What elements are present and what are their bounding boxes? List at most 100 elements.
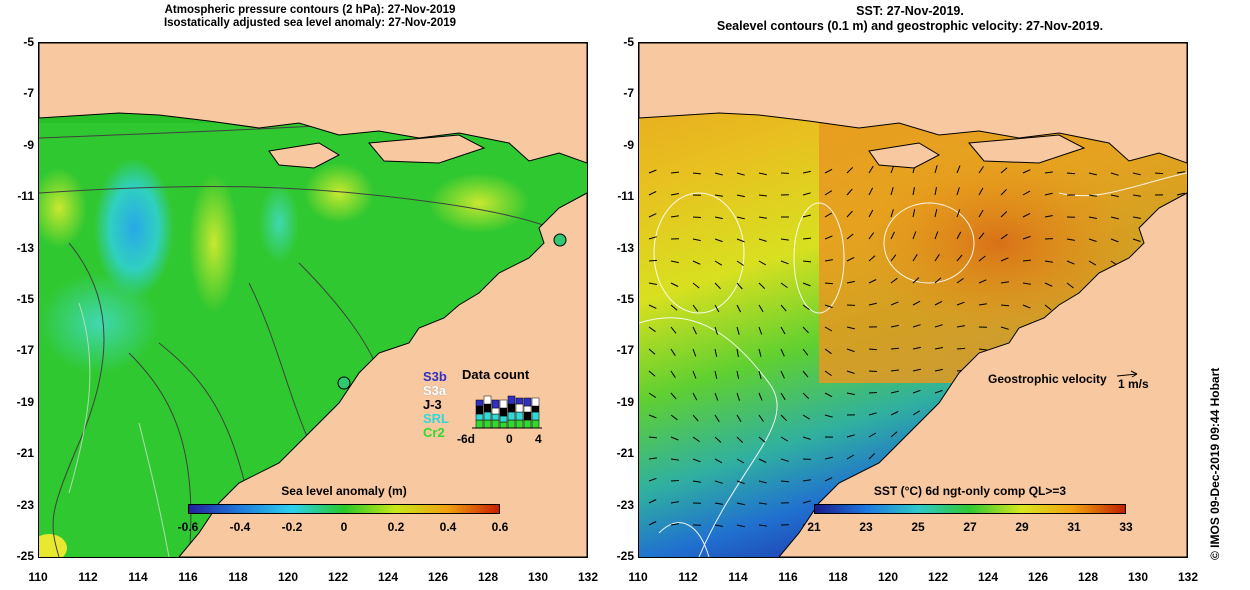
- velocity-arrow: [736, 480, 745, 485]
- velocity-arrow: [736, 194, 745, 198]
- velocity-arrow: [824, 235, 833, 240]
- colorbar-tick-label: -0.2: [281, 520, 303, 534]
- x-tick-label: 130: [527, 570, 549, 584]
- y-tick-label: -25: [16, 549, 34, 563]
- timor-island: [968, 134, 1086, 164]
- velocity-arrow: [714, 216, 723, 220]
- y-tick-label: -9: [623, 137, 634, 152]
- y-tick-label: -11: [17, 189, 34, 204]
- velocity-arrow: [802, 479, 811, 482]
- velocity-arrow: [1022, 304, 1031, 309]
- velocity-arrow: [714, 348, 718, 357]
- velocity-arrow: [714, 524, 723, 527]
- colorbar-tick-label: 0: [340, 520, 348, 534]
- x-tick-label: 126: [427, 570, 449, 584]
- velocity-arrow: [824, 168, 833, 174]
- satellite-label: S3b: [423, 369, 447, 384]
- velocity-arrow: [648, 190, 657, 196]
- velocity-arrow: [934, 187, 937, 196]
- sea-level-colorbar: [188, 504, 500, 514]
- velocity-arrow: [1000, 211, 1008, 218]
- histogram-bar: [507, 395, 516, 405]
- velocity-arrow: [890, 254, 897, 262]
- tide-gauge-marker[interactable]: [553, 233, 567, 247]
- velocity-arrow: [890, 277, 898, 284]
- y-tick-label: -21: [16, 446, 34, 461]
- velocity-arrow: [956, 231, 962, 240]
- velocity-arrow: [1000, 188, 1007, 196]
- velocity-arrow: [868, 302, 877, 306]
- velocity-arrow: [824, 456, 833, 460]
- velocity-arrow: [824, 392, 833, 398]
- velocity-arrow: [758, 458, 767, 463]
- histogram-bar: [475, 419, 484, 429]
- velocity-arrow: [978, 209, 984, 218]
- velocity-arrow: [868, 187, 874, 196]
- velocity-arrow: [802, 392, 810, 399]
- velocity-arrow: [890, 347, 900, 350]
- velocity-arrow: [714, 238, 723, 243]
- australia-landmass: [178, 192, 587, 557]
- velocity-arrow: [648, 436, 657, 439]
- histogram-bar: [507, 419, 516, 429]
- velocity-arrow: [1132, 172, 1141, 176]
- velocity-arrow: [934, 347, 943, 350]
- x-tick-label: 118: [828, 570, 848, 584]
- velocity-arrow: [934, 254, 940, 262]
- velocity-arrow: [802, 192, 811, 196]
- histogram-bar: [491, 407, 500, 415]
- y-tick-label: -19: [616, 394, 634, 409]
- velocity-arrow: [648, 521, 657, 526]
- velocity-arrow: [912, 300, 921, 306]
- velocity-arrow: [934, 165, 938, 174]
- x-tick-label: 122: [327, 570, 349, 584]
- x-tick-label: 128: [1077, 570, 1099, 584]
- velocity-arrow: [1044, 171, 1053, 174]
- velocity-arrow: [1022, 169, 1031, 174]
- velocity-arrow: [1110, 238, 1119, 243]
- velocity-arrow: [714, 414, 720, 423]
- velocity-arrow: [956, 187, 960, 196]
- velocity-arrow: [934, 209, 938, 218]
- velocity-arrow: [868, 392, 878, 394]
- velocity-arrow: [846, 188, 853, 196]
- velocity-arrow: [868, 255, 876, 262]
- left-panel-title: Atmospheric pressure contours (2 hPa): 2…: [100, 4, 520, 30]
- velocity-arrow: [758, 216, 767, 219]
- histogram-bar: [475, 413, 484, 421]
- velocity-arrow: [956, 209, 961, 218]
- colorbar-tick-label: 21: [807, 520, 821, 534]
- sea-level-anomaly-map: [38, 42, 588, 558]
- histogram-bar: [523, 405, 532, 413]
- right-colorbar-title: SST (°C) 6d ngt-only comp QL>=3: [873, 484, 1067, 498]
- velocity-arrow: [1022, 212, 1031, 218]
- velocity-arrow: [868, 370, 878, 372]
- colorbar-tick-label: 29: [1015, 520, 1029, 534]
- velocity-arrow: [956, 277, 964, 284]
- velocity-arrow: [780, 282, 788, 289]
- x-tick-label: 112: [78, 570, 98, 584]
- velocity-arrow: [758, 392, 763, 401]
- velocity-arrow: [802, 414, 811, 420]
- velocity-arrow: [714, 194, 723, 197]
- velocity-arrow: [780, 260, 789, 265]
- velocity-arrow: [802, 326, 809, 334]
- histogram-bar: [515, 397, 524, 405]
- velocity-arrow: [956, 347, 966, 350]
- data-count-label: Data count: [462, 367, 530, 382]
- x-tick-label: 132: [577, 570, 599, 584]
- velocity-arrow: [890, 187, 894, 196]
- velocity-label: Geostrophic velocity: [988, 372, 1107, 386]
- velocity-arrow: [890, 390, 899, 394]
- velocity-arrow: [670, 282, 679, 287]
- velocity-arrow: [648, 477, 657, 482]
- velocity-arrow: [736, 282, 743, 290]
- velocity-arrow: [648, 259, 658, 262]
- velocity-arrow: [912, 389, 921, 394]
- velocity-arrow: [714, 304, 720, 313]
- velocity-arrow: [758, 370, 762, 379]
- histogram-bar: [507, 403, 516, 413]
- velocity-arrow: [912, 410, 921, 416]
- velocity-scale-label: 1 m/s: [1118, 377, 1149, 391]
- tide-gauge-marker[interactable]: [337, 376, 351, 390]
